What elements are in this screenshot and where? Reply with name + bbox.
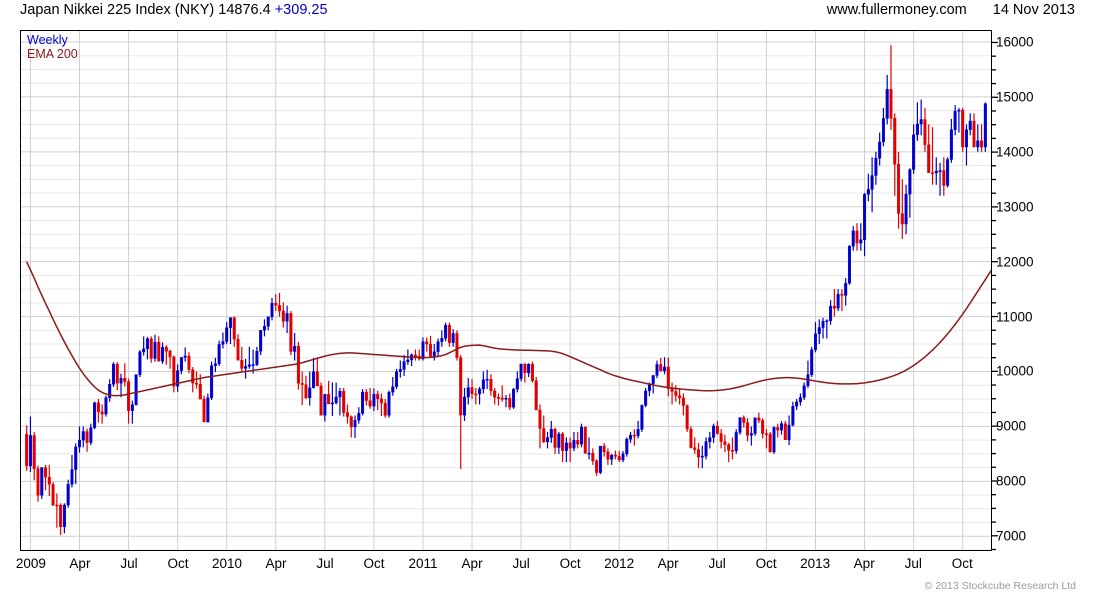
x-axis-tick-label: Jul [316, 556, 334, 571]
y-axis-tick-label: 15000 [996, 89, 1034, 105]
y-axis-tick-label: 7000 [996, 528, 1027, 544]
x-axis-tick-label: 2009 [15, 556, 46, 571]
x-axis-tick-label: 2011 [408, 556, 438, 571]
x-axis-tick-label: 2012 [604, 556, 635, 571]
y-axis-tick-label: 11000 [996, 309, 1033, 325]
y-axis-tick-label: 10000 [996, 363, 1034, 379]
x-axis-tick-label: Oct [755, 556, 777, 571]
page-title: Japan Nikkei 225 Index (NKY) 14876.4 +30… [20, 2, 328, 18]
x-axis-tick-label: Oct [167, 556, 189, 571]
series-layer [21, 31, 991, 550]
chart-date: 14 Nov 2013 [992, 2, 1075, 18]
x-axis-tick-label: Jul [904, 556, 922, 571]
y-axis-tick-label: 16000 [996, 34, 1034, 50]
x-axis-tick-label: Jul [120, 556, 138, 571]
instrument-title: Japan Nikkei 225 Index (NKY) 14876.4 [20, 2, 271, 18]
x-axis-tick-label: 2013 [800, 556, 831, 571]
legend-item-ema: EMA 200 [27, 47, 78, 61]
y-axis-labels: 7000 8000 9000 10000 11000 12000 13000 14000 150… [992, 30, 1096, 551]
plot-area[interactable]: Weekly EMA 200 [20, 30, 992, 551]
y-axis-tick-label: 12000 [996, 254, 1034, 270]
x-axis-tick-label: Apr [461, 556, 483, 571]
legend-layer: Weekly EMA 200 [21, 31, 991, 550]
legend-item-weekly: Weekly [27, 33, 68, 47]
price-change: +309.25 [274, 2, 328, 18]
x-axis-tick-label: Oct [363, 556, 385, 571]
copyright-notice: © 2013 Stockcube Research Ltd [924, 580, 1076, 592]
chart-header: Japan Nikkei 225 Index (NKY) 14876.4 +30… [0, 0, 1100, 24]
x-axis-tick-label: Apr [265, 556, 287, 571]
x-axis-labels: 2009 Apr Jul Oct 2010 Apr Jul Oct 2011 Apr Jul Oct 2… [0, 556, 1100, 576]
y-axis-tick-label: 13000 [996, 199, 1034, 215]
y-axis-tick-label: 8000 [996, 473, 1027, 489]
x-axis-tick-label: Apr [853, 556, 875, 571]
x-axis-tick-label: Oct [559, 556, 581, 571]
x-axis-tick-label: Jul [512, 556, 530, 571]
x-axis-tick-label: Jul [708, 556, 726, 571]
y-axis-tick-label: 14000 [996, 144, 1034, 160]
x-axis-tick-label: Apr [69, 556, 91, 571]
x-axis-tick-label: 2010 [211, 556, 243, 571]
website-label: www.fullermoney.com [826, 2, 967, 18]
chart-legend: Weekly EMA 200 [27, 33, 78, 61]
x-axis-tick-label: Oct [951, 556, 973, 571]
y-axis-ticks [992, 41, 998, 551]
y-axis-tick-label: 9000 [996, 418, 1027, 434]
x-axis-tick-label: Apr [657, 556, 679, 571]
header-right: www.fullermoney.com 14 Nov 2013 [827, 2, 1075, 18]
